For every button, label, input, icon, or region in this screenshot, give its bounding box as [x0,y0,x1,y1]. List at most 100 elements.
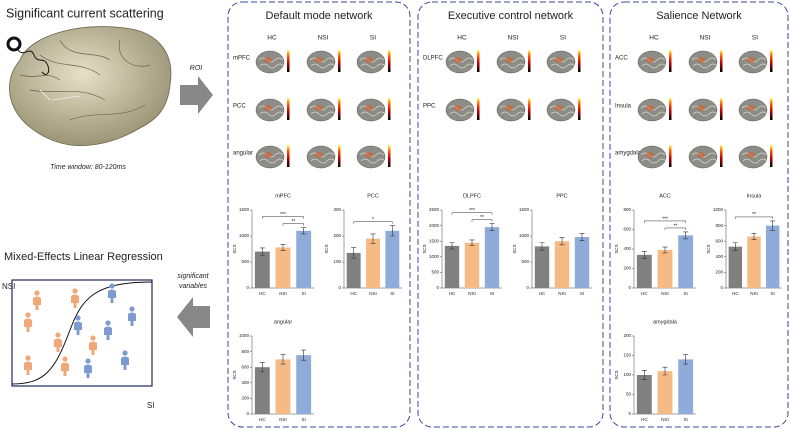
regression-plot [11,279,153,387]
person-body [61,362,69,376]
x-tick-label: HC [350,291,357,296]
significance-bracket [451,212,493,215]
colorbar [578,98,581,120]
error-bar [469,239,475,246]
panels: Default mode network HC NSI SI mPFC PCC angula… [227,1,789,428]
significance-label: ** [673,223,677,229]
brain-texture [691,105,718,117]
y-axis-label: SCS [512,244,517,253]
activation [747,152,755,158]
person-head [25,355,31,361]
person-body [104,326,112,340]
error-bar [683,354,689,365]
chart-title: Insula [747,193,763,199]
people-icons [24,283,136,378]
y-tick-label: 600 [623,227,631,232]
x-tick-label: NSI [558,291,566,296]
chart-title: mPFC [275,193,291,199]
x-tick-label: NSI [279,291,287,296]
colorbar [388,50,391,72]
brain-texture [640,57,667,69]
error-bar [662,366,668,376]
bar [728,246,743,288]
bar [636,375,652,414]
row-label: PPC [423,104,436,110]
brain-texture [640,105,667,117]
activation [697,105,705,111]
error-bar [389,225,395,237]
activation [646,105,654,111]
person-body [89,341,97,355]
colorbar [669,98,672,120]
error-bar [370,233,376,244]
colorbar [388,145,391,167]
significance-bracket [644,220,686,223]
x-tick-label: SI [302,417,306,422]
brain-texture [359,57,386,69]
colorbar [528,50,531,72]
bar [366,238,380,288]
y-tick-label: 200 [241,396,249,401]
arrow-right [180,76,213,114]
activation [264,57,272,63]
activation [315,57,323,63]
chart-title: amygdala [653,319,678,325]
x-tick-label: NSI [468,291,476,296]
y-axis-label: SCS [706,244,711,253]
activation [555,57,563,63]
bar [254,367,270,414]
activation [365,57,373,63]
y-tick-label: 400 [623,246,631,251]
y-axis-label: SCS [614,370,619,379]
person-head [129,306,135,312]
activation [646,57,654,63]
y-axis-label: SCS [614,244,619,253]
column-header: SI [560,35,566,42]
significance-bracket [353,221,393,224]
person-body [54,338,62,352]
y-tick-label: 500 [521,259,529,264]
person-head [105,320,111,326]
panel-frame [417,1,604,428]
activation [747,105,755,111]
y-tick-label: 100 [333,259,341,264]
brain-texture [359,152,386,164]
person-head [34,290,40,296]
brain-texture [448,105,475,117]
x-tick-label: HC [259,291,266,296]
bar [296,230,312,288]
arrow-label: significant [177,273,209,280]
x-tick-label: SI [490,291,494,296]
y-tick-label: 1500 [239,207,250,212]
error-bar [259,362,265,373]
x-tick-label: NSI [661,417,669,422]
y-tick-label: 100 [623,372,631,377]
activation [365,152,373,158]
significance-bracket [282,223,304,226]
colorbar [477,50,480,72]
error-bar [683,231,689,240]
y-tick-label: 0 [338,285,341,290]
bar [275,247,291,288]
significance-label: ** [291,219,295,225]
column-header: HC [267,35,277,42]
bar [444,245,460,288]
row-label: angular [233,151,253,157]
roi-label: ROI [190,65,203,72]
x-tick-label: HC [641,291,648,296]
brain-texture [309,152,336,164]
y-tick-label: 500 [241,259,249,264]
person-head [55,332,61,338]
bar [484,227,500,288]
panel-frame [227,1,411,428]
y-tick-label: 200 [715,270,723,275]
scatter-title: Significant current scattering [6,6,164,20]
person-body [128,312,136,326]
y-axis-label: SCS [232,244,237,253]
y-tick-label: 200 [623,266,631,271]
activation [747,57,755,63]
x-tick-label: SI [684,291,688,296]
error-bar [449,242,455,250]
brain-texture [640,152,667,164]
